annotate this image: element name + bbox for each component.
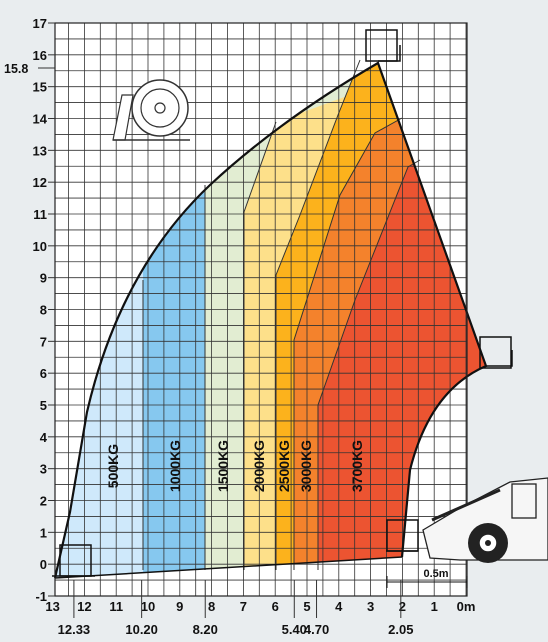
carriage-positions xyxy=(52,29,513,577)
x-tick-label: 1 xyxy=(431,599,438,614)
x-tick-label: 0m xyxy=(457,599,476,614)
wheel-counterweight-icon xyxy=(112,79,190,141)
ground-line xyxy=(54,556,403,579)
x-tick-label: 2 xyxy=(399,599,406,614)
y-tick-label: 3 xyxy=(40,462,47,477)
x-tick-label: 12 xyxy=(77,599,91,614)
zone-label: 3000KG xyxy=(298,440,314,492)
telehandler-icon xyxy=(422,477,548,563)
y-tick-label: 2 xyxy=(40,494,47,509)
x-tick-label: 6 xyxy=(272,599,279,614)
y-extra-label: 15.8 xyxy=(4,62,28,76)
x-tick-label: 13 xyxy=(45,599,59,614)
x-tick-label: 11 xyxy=(109,599,123,614)
zone-label: 500KG xyxy=(105,444,121,488)
x-extra-label: 12.33 xyxy=(58,622,91,637)
x-tick-label: 9 xyxy=(176,599,183,614)
x-extra-label: 2.05 xyxy=(388,622,413,637)
y-tick-label: 13 xyxy=(33,143,47,158)
y-tick-label: 5 xyxy=(40,398,47,413)
y-tick-label: 17 xyxy=(33,16,47,31)
x-tick-label: 3 xyxy=(367,599,374,614)
y-tick-label: 12 xyxy=(33,175,47,190)
zone-label: 2000KG xyxy=(251,440,267,492)
x-axis-extra-labels: 12.33 10.20 8.20 5.404.70 2.05 xyxy=(58,580,413,637)
envelope-outline xyxy=(53,61,488,579)
zone-label: 1500KG xyxy=(215,440,231,492)
y-tick-label: 15 xyxy=(33,80,47,95)
y-tick-label: 8 xyxy=(40,303,47,318)
y-tick-label: 6 xyxy=(40,366,47,381)
y-tick-label: 11 xyxy=(33,207,47,222)
y-tick-label: 10 xyxy=(33,239,47,254)
zone-boundaries xyxy=(142,59,421,570)
y-tick-label: 7 xyxy=(40,334,47,349)
zone-label: 3700KG xyxy=(349,440,365,492)
x-extra-label: 5.40 xyxy=(282,622,307,637)
zone-label: 2500KG xyxy=(276,440,292,492)
x-extra-label: 10.20 xyxy=(125,622,158,637)
x-extra-label: 4.70 xyxy=(304,622,329,637)
zone-label: 1000KG xyxy=(167,440,183,492)
y-tick-label: 4 xyxy=(40,430,48,445)
scale-label: 0.5m xyxy=(423,568,448,580)
carriage-right xyxy=(479,336,512,369)
y-tick-label: -1 xyxy=(35,589,47,604)
y-tick-label: 0 xyxy=(40,557,47,572)
x-tick-label: 8 xyxy=(208,599,215,614)
x-axis-labels: 13 12 11 10 9 8 7 6 5 4 3 2 1 0m xyxy=(45,599,475,614)
x-tick-label: 5 xyxy=(303,599,310,614)
x-extra-label: 8.20 xyxy=(193,622,218,637)
y-tick-label: 14 xyxy=(33,112,48,127)
y-tick-label: 1 xyxy=(40,525,47,540)
x-tick-label: 4 xyxy=(335,599,343,614)
y-tick-label: 16 xyxy=(33,48,47,63)
y-tick-label: 9 xyxy=(40,271,47,286)
x-tick-label: 7 xyxy=(240,599,247,614)
zone-labels: 500KG 1000KG 1500KG 2000KG 2500KG 3000KG 3700K… xyxy=(105,440,365,492)
x-tick-label: 10 xyxy=(141,599,155,614)
